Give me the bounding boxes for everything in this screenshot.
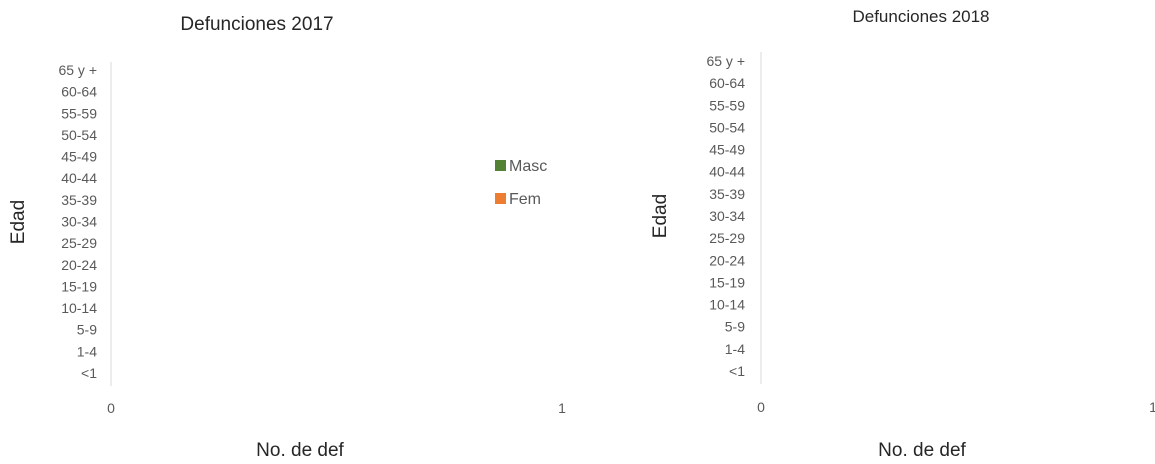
y-tick-label: 40-44 [61,170,97,186]
y-tick-label: 45-49 [61,149,97,165]
x-axis-title: No. de def [256,440,344,461]
y-tick-label: 50-54 [709,119,745,135]
legend-swatch [495,160,506,171]
legend-label: Masc [509,158,547,175]
y-tick-label: 15-19 [61,278,97,294]
x-axis-title: No. de def [878,440,966,461]
y-tick-label: 15-19 [709,274,745,290]
x-tick-label: 0 [107,400,115,416]
x-tick-label: 1 [558,400,566,416]
y-tick-label: 20-24 [61,257,97,273]
y-tick-label: 60-64 [61,84,97,100]
y-tick-label: 25-29 [709,230,745,246]
y-tick-label: 35-39 [709,186,745,202]
legend-swatch [495,193,506,204]
chart-title: Defunciones 2017 [180,14,333,35]
y-tick-label: 10-14 [709,297,745,313]
y-tick-label: 50-54 [61,127,97,143]
y-tick-label: 1-4 [77,343,97,359]
x-tick-label: 1 [1149,399,1155,415]
y-tick-label: 5-9 [725,319,745,335]
y-tick-label: 25-29 [61,235,97,251]
legend-label: Fem [509,191,541,208]
y-tick-label: 20-24 [709,252,745,268]
y-axis-title: Edad [8,200,29,244]
y-tick-label: 65 y + [706,53,745,69]
y-tick-label: <1 [729,363,745,379]
y-axis-title: Edad [650,194,671,238]
y-tick-label: 55-59 [61,105,97,121]
y-tick-label: 35-39 [61,192,97,208]
y-tick-label: 1-4 [725,341,745,357]
y-tick-label: <1 [81,365,97,381]
y-tick-label: 30-34 [61,214,97,230]
y-tick-label: 45-49 [709,142,745,158]
y-tick-label: 60-64 [709,75,745,91]
y-tick-label: 5-9 [77,322,97,338]
x-tick-label: 0 [757,399,765,415]
y-tick-label: 10-14 [61,300,97,316]
y-tick-label: 30-34 [709,208,745,224]
y-tick-label: 55-59 [709,97,745,113]
chart-title: Defunciones 2018 [852,7,989,26]
y-tick-label: 40-44 [709,164,745,180]
y-tick-label: 65 y + [58,62,97,78]
